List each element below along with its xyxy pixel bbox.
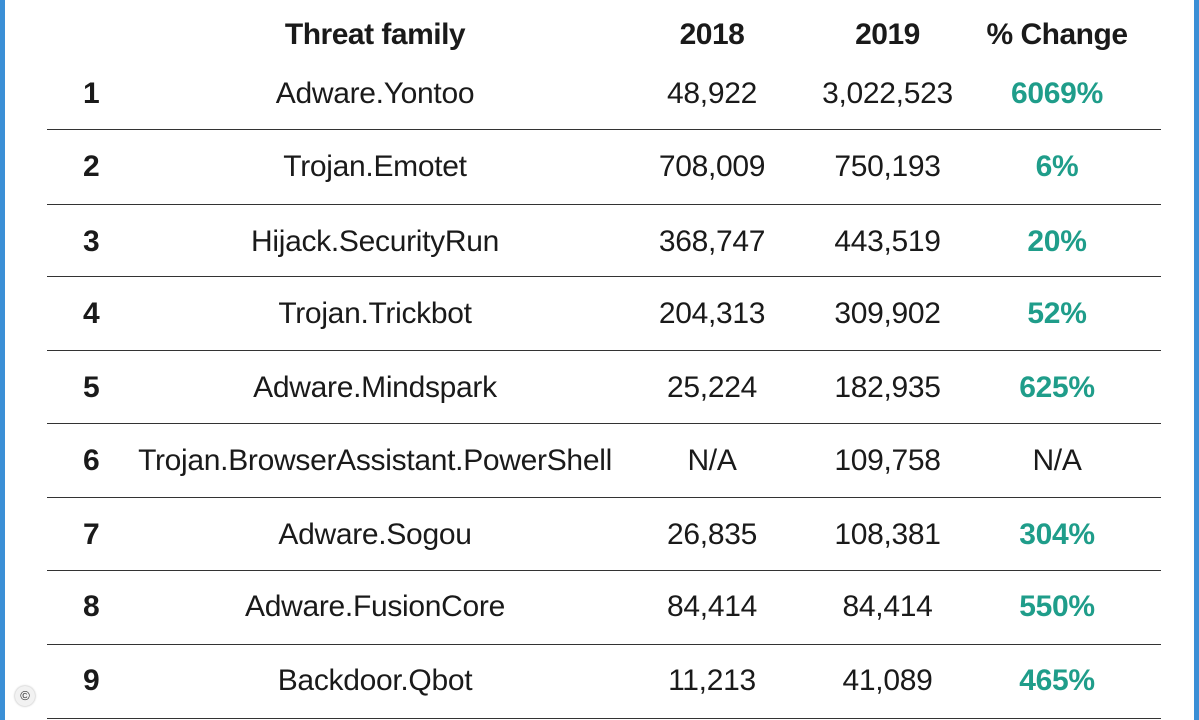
threat-family-cell: Trojan.Emotet [283,150,467,183]
row-divider [47,423,1161,424]
header-2019: 2019 [855,18,920,51]
row-divider [47,276,1161,277]
percent-change-cell: 20% [1027,225,1087,258]
row-divider [47,644,1161,645]
row-divider [47,350,1161,351]
header-2018: 2018 [679,18,745,51]
rank-cell: 6 [83,444,100,477]
value-2019-cell: 443,519 [834,225,941,258]
rank-cell: 9 [83,664,100,697]
value-2018-cell: N/A [687,444,737,477]
rank-cell: 1 [83,77,100,110]
percent-change-cell: 52% [1027,297,1087,330]
rank-cell: 5 [83,371,100,404]
value-2019-cell: 309,902 [834,297,941,330]
row-divider [47,718,1161,719]
value-2018-cell: 26,835 [667,518,757,551]
header-threat-family: Threat family [284,18,466,51]
rank-cell: 7 [83,518,100,551]
threat-family-cell: Adware.Sogou [278,518,472,551]
percent-change-cell: 6069% [1011,77,1103,110]
row-divider [47,570,1161,571]
value-2019-cell: 109,758 [834,444,941,477]
value-2018-cell: 11,213 [668,664,756,697]
value-2019-cell: 108,381 [834,518,941,551]
value-2019-cell: 3,022,523 [822,77,953,110]
rank-cell: 4 [83,297,100,330]
percent-change-cell: N/A [1032,444,1082,477]
threat-family-cell: Adware.Yontoo [275,77,475,110]
threat-family-cell: Adware.FusionCore [244,590,506,623]
percent-change-cell: 550% [1019,590,1095,623]
row-divider [47,497,1161,498]
value-2018-cell: 84,414 [667,590,757,623]
threat-family-cell: Trojan.BrowserAssistant.PowerShell [138,444,612,477]
threat-family-cell: Trojan.Trickbot [278,297,472,330]
percent-change-cell: 625% [1019,371,1095,404]
percent-change-cell: 465% [1019,664,1095,697]
value-2019-cell: 84,414 [842,590,933,623]
percent-change-cell: 304% [1019,518,1095,551]
value-2019-cell: 750,193 [834,150,941,183]
value-2019-cell: 182,935 [834,371,941,404]
threat-family-cell: Backdoor.Qbot [277,664,473,697]
row-divider [47,129,1161,130]
value-2018-cell: 204,313 [658,297,766,330]
value-2018-cell: 25,224 [667,371,757,404]
rank-cell: 2 [83,150,100,183]
threat-family-cell: Adware.Mindspark [253,371,497,404]
threat-family-cell: Hijack.SecurityRun [250,225,500,258]
rank-cell: 8 [83,590,100,623]
value-2018-cell: 368,747 [658,225,766,258]
value-2019-cell: 41,089 [842,664,933,697]
copyright-icon: © [15,686,35,706]
value-2018-cell: 708,009 [658,150,766,183]
rank-cell: 3 [83,225,100,258]
percent-change-cell: 6% [1035,150,1079,183]
value-2018-cell: 48,922 [667,77,757,110]
row-divider [47,204,1161,205]
header-percent-change: % Change [986,18,1128,51]
